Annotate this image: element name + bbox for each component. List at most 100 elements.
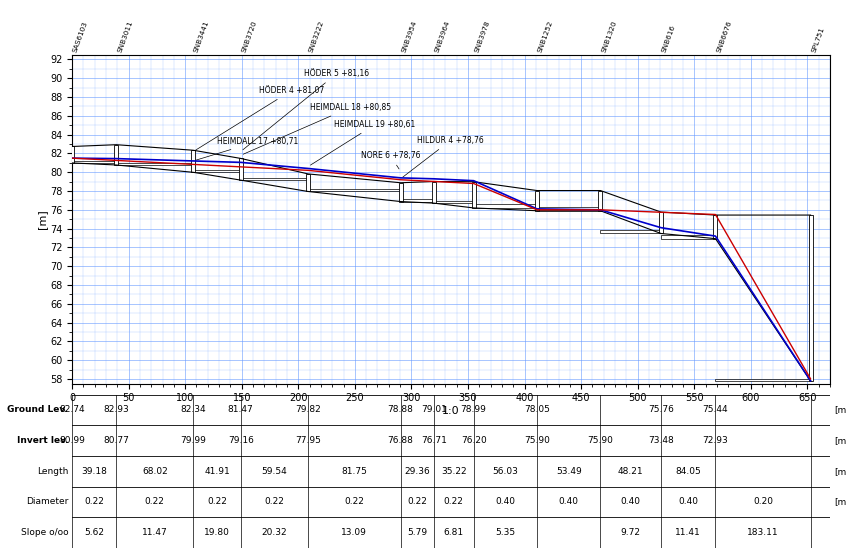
Text: 0.22: 0.22 <box>207 498 227 506</box>
Text: 84.05: 84.05 <box>675 467 701 476</box>
Text: 77.95: 77.95 <box>295 436 321 445</box>
Text: 5.62: 5.62 <box>84 528 104 537</box>
X-axis label: 1:0: 1:0 <box>442 406 460 416</box>
Text: HÖDER 4 +81,07: HÖDER 4 +81,07 <box>196 86 324 150</box>
Text: 35.22: 35.22 <box>441 467 467 476</box>
Text: 75.76: 75.76 <box>648 406 674 414</box>
Text: SNB3011: SNB3011 <box>116 20 134 53</box>
Text: 11.41: 11.41 <box>675 528 701 537</box>
Text: 82.74: 82.74 <box>59 406 85 414</box>
Text: 5.79: 5.79 <box>407 528 427 537</box>
Text: [m]: [m] <box>833 498 847 506</box>
Bar <box>599 191 602 211</box>
Text: 39.18: 39.18 <box>81 467 107 476</box>
Bar <box>306 174 310 191</box>
Text: 41.91: 41.91 <box>204 467 230 476</box>
Text: 0.22: 0.22 <box>444 498 463 506</box>
Text: Invert lev.: Invert lev. <box>17 436 69 445</box>
Text: SPL751: SPL751 <box>811 26 826 53</box>
Text: [m]: [m] <box>833 467 847 476</box>
Bar <box>434 201 473 203</box>
Text: 19.80: 19.80 <box>204 528 230 537</box>
Bar <box>70 146 74 163</box>
Text: HÖDER 5 +81,16: HÖDER 5 +81,16 <box>243 69 369 150</box>
Text: NORE 6 +78,76: NORE 6 +78,76 <box>361 151 420 169</box>
Text: 0.40: 0.40 <box>621 498 640 506</box>
Text: Slope o/oo: Slope o/oo <box>20 528 69 537</box>
Text: 5.35: 5.35 <box>495 528 515 537</box>
Text: 29.36: 29.36 <box>404 467 430 476</box>
Text: 72.93: 72.93 <box>703 436 728 445</box>
Text: 78.05: 78.05 <box>524 406 550 414</box>
Bar <box>114 145 119 165</box>
Text: SAS6103: SAS6103 <box>72 20 89 53</box>
Text: HILDUR 4 +78,76: HILDUR 4 +78,76 <box>403 136 484 177</box>
Bar <box>472 182 476 208</box>
Text: SNB6676: SNB6676 <box>716 20 733 53</box>
Text: Ground Lev.: Ground Lev. <box>8 406 69 414</box>
Text: SNB1320: SNB1320 <box>601 20 617 53</box>
Text: SNB3720: SNB3720 <box>241 20 257 53</box>
Text: 0.40: 0.40 <box>559 498 579 506</box>
Text: 11.47: 11.47 <box>142 528 168 537</box>
Text: 20.32: 20.32 <box>262 528 287 537</box>
Text: SNB1252: SNB1252 <box>537 20 554 53</box>
Bar <box>659 212 663 233</box>
Text: 0.20: 0.20 <box>753 498 773 506</box>
Text: 78.99: 78.99 <box>461 406 486 414</box>
Text: 0.22: 0.22 <box>407 498 427 506</box>
Text: SNB3222: SNB3222 <box>308 20 325 53</box>
Text: 76.88: 76.88 <box>388 436 413 445</box>
Text: 79.16: 79.16 <box>228 436 253 445</box>
Text: 79.99: 79.99 <box>180 436 206 445</box>
Text: 75.44: 75.44 <box>703 406 728 414</box>
Text: HEIMDALL 18 +80,85: HEIMDALL 18 +80,85 <box>243 103 390 154</box>
Text: 81.47: 81.47 <box>228 406 253 414</box>
Bar <box>473 204 537 208</box>
Bar <box>713 215 717 238</box>
Bar <box>239 158 243 180</box>
Text: SNB3954: SNB3954 <box>401 20 418 53</box>
Bar <box>191 150 196 172</box>
Bar <box>716 379 811 381</box>
Text: 76.20: 76.20 <box>461 436 486 445</box>
Text: SNB616: SNB616 <box>661 24 677 53</box>
Text: Diameter: Diameter <box>25 498 69 506</box>
Text: 75.90: 75.90 <box>524 436 550 445</box>
Text: HEIMDALL 19 +80,61: HEIMDALL 19 +80,61 <box>310 120 416 165</box>
Text: 56.03: 56.03 <box>492 467 518 476</box>
Bar <box>601 230 661 233</box>
Text: 0.22: 0.22 <box>345 498 364 506</box>
Text: 80.99: 80.99 <box>59 436 85 445</box>
Bar <box>432 181 435 203</box>
Text: 79.01: 79.01 <box>421 406 446 414</box>
Text: 73.48: 73.48 <box>648 436 674 445</box>
Bar <box>401 199 434 202</box>
Text: 0.40: 0.40 <box>678 498 698 506</box>
Bar <box>661 235 716 238</box>
Text: 53.49: 53.49 <box>556 467 582 476</box>
Text: 6.81: 6.81 <box>444 528 464 537</box>
Bar <box>116 163 193 165</box>
Text: 79.82: 79.82 <box>296 406 321 414</box>
Text: 0.22: 0.22 <box>145 498 165 506</box>
Text: 13.09: 13.09 <box>341 528 368 537</box>
Text: 76.71: 76.71 <box>421 436 446 445</box>
Text: SNB3441: SNB3441 <box>193 20 210 53</box>
Text: 0.40: 0.40 <box>495 498 515 506</box>
Text: [m]: [m] <box>833 406 847 414</box>
Y-axis label: [m]: [m] <box>37 209 47 229</box>
Bar <box>537 207 601 211</box>
Text: 81.75: 81.75 <box>341 467 368 476</box>
Text: 80.77: 80.77 <box>103 436 130 445</box>
Bar <box>535 191 539 211</box>
Bar <box>308 190 401 191</box>
Text: 82.93: 82.93 <box>103 406 130 414</box>
Text: [m]: [m] <box>833 436 847 445</box>
Text: 183.11: 183.11 <box>747 528 779 537</box>
Text: 78.88: 78.88 <box>388 406 413 414</box>
Text: 0.22: 0.22 <box>264 498 285 506</box>
Text: HEIMDALL 17 +80,71: HEIMDALL 17 +80,71 <box>196 137 298 160</box>
Text: 0.22: 0.22 <box>84 498 104 506</box>
Bar <box>72 161 116 163</box>
